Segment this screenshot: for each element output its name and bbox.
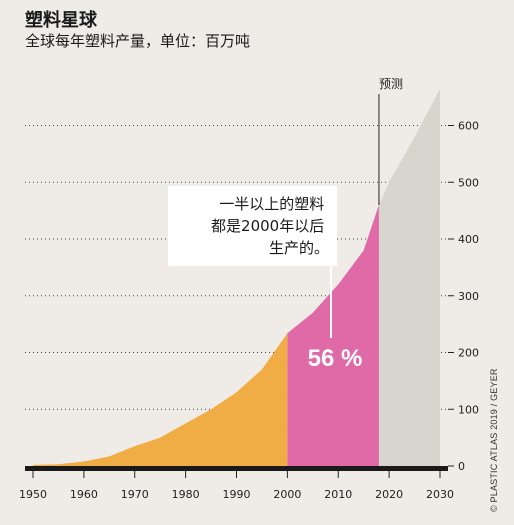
y-tick-label-300: 300 (458, 290, 479, 303)
x-tick-label-1960: 1960 (70, 488, 98, 501)
x-axis-baseline (25, 466, 448, 471)
y-tick-label-0: 0 (458, 460, 465, 473)
y-tick-label-600: 600 (458, 120, 479, 133)
area-forecast (378, 88, 440, 466)
chart-subtitle: 全球每年塑料产量，单位：百万吨 (25, 32, 251, 50)
x-tick-label-1980: 1980 (172, 488, 200, 501)
x-tick-label-1950: 1950 (19, 488, 47, 501)
chart-title: 塑料星球 (25, 10, 97, 31)
x-axis: 1950 1960 1970 1980 1990 2000 2010 2020 2030 (19, 471, 454, 501)
callout-line-2: 都是2000年以后 (211, 217, 324, 235)
forecast-label: 预测 (379, 77, 403, 91)
y-tick-label-400: 400 (458, 233, 479, 246)
y-tick-label-500: 500 (458, 176, 479, 189)
callout-line-1: 一半以上的塑料 (219, 195, 324, 213)
source-credit: © PLASTIC ATLAS 2019 / GEYER (489, 368, 499, 512)
callout-line-3: 生产的。 (269, 239, 329, 257)
y-tick-label-200: 200 (458, 347, 479, 360)
x-tick-label-2010: 2010 (324, 488, 352, 501)
x-tick-label-1970: 1970 (121, 488, 149, 501)
callout-box (168, 186, 337, 266)
highlight-value: 56 % (308, 345, 363, 372)
callout-text: 一半以上的塑料 都是2000年以后 生产的。 (211, 195, 329, 257)
area-2000-2018 (287, 204, 379, 466)
y-axis: 0 100 200 300 400 500 600 (448, 120, 479, 473)
x-tick-label-1990: 1990 (223, 488, 251, 501)
x-tick-label-2020: 2020 (375, 488, 403, 501)
x-tick-label-2000: 2000 (273, 488, 301, 501)
y-tick-label-100: 100 (458, 403, 479, 416)
x-tick-label-2030: 2030 (426, 488, 454, 501)
area-1950-2000 (33, 333, 288, 466)
